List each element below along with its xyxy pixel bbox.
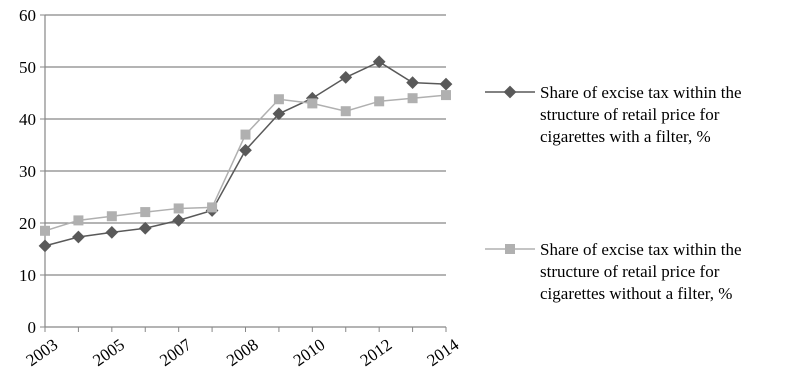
x-tick-label: 2005 [89,335,128,370]
data-point-square [240,129,251,140]
data-point-diamond [72,230,85,244]
legend-label-without-filter-line-3: cigarettes without a filter, % [540,284,732,303]
data-point-diamond [138,221,152,235]
y-tick-label: 40 [19,110,36,129]
legend-marker-diamond-icon [503,85,517,99]
legend-label-with-filter-line-3: cigarettes with a filter, % [540,127,711,146]
y-tick-label: 60 [19,6,36,25]
x-tick-label: 2010 [290,335,329,370]
data-point-diamond [239,143,252,157]
data-point-square [73,215,84,226]
data-point-square [374,96,385,107]
data-point-square [173,203,184,214]
data-point-diamond [38,239,52,253]
data-point-square [106,211,117,222]
series-group [38,55,453,253]
legend-label-without-filter-line-2: structure of retail price for [540,262,720,281]
data-point-diamond [339,71,353,84]
y-tick-label: 0 [28,318,37,337]
data-point-diamond [105,225,119,239]
x-tick-label: 2008 [223,335,262,370]
data-point-square [207,202,218,213]
series-without-filter [40,90,451,236]
legend-label-with-filter-line-1: Share of excise tax within the [540,83,742,102]
axes [40,14,447,332]
legend-item-without-filter: Share of excise tax within the structure… [485,240,742,303]
data-point-square [407,93,418,104]
data-point-diamond [439,77,453,91]
legend: Share of excise tax within the structure… [485,83,742,303]
x-tick-label: 2012 [357,335,396,370]
x-tick-labels: 2003 2005 2007 2008 2010 2012 2014 [22,335,462,370]
y-tick-label: 20 [19,214,36,233]
x-tick-label: 2003 [22,335,61,370]
legend-label-without-filter-line-1: Share of excise tax within the [540,240,742,259]
x-tick-label: 2014 [423,335,462,370]
data-point-square [340,106,351,117]
data-point-diamond [406,76,419,89]
data-point-diamond [272,107,286,121]
legend-marker-square-icon [505,244,515,254]
x-tick-label: 2007 [156,335,195,370]
y-tick-labels: 0 10 20 30 40 50 60 [19,6,36,337]
y-tick-label: 30 [19,162,36,181]
legend-label-with-filter-line-2: structure of retail price for [540,105,720,124]
data-point-square [307,98,318,109]
gridlines [45,14,446,276]
data-point-square [273,94,284,105]
data-point-square [140,207,151,218]
legend-item-with-filter: Share of excise tax within the structure… [485,83,742,146]
data-point-square [441,90,451,101]
data-point-diamond [172,214,186,227]
data-point-diamond [372,55,386,69]
series-line-without-filter [44,94,447,232]
data-point-square [40,225,50,236]
y-tick-label: 10 [19,266,36,285]
y-tick-label: 50 [19,58,36,77]
